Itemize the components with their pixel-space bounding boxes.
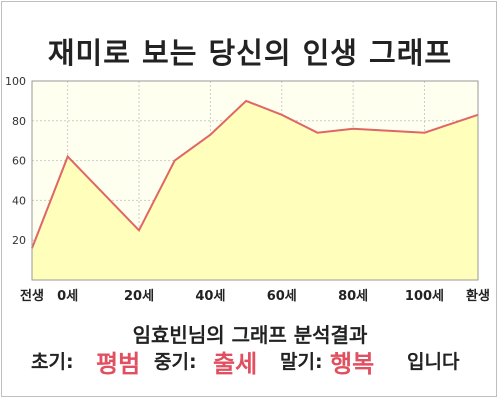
- y-axis-ticks: 20 40 60 80 100: [5, 75, 26, 247]
- x-tick-label: 80세: [338, 289, 368, 304]
- x-tick-label: 40세: [195, 289, 225, 304]
- y-tick-label: 80: [12, 115, 26, 128]
- x-tick-label: 환생: [466, 288, 490, 304]
- result-suffix: 입니다: [407, 351, 460, 373]
- x-tick-label: 20세: [124, 289, 154, 304]
- x-axis-ticks: 전생 0세 20세 40세 60세 80세 100세 환생: [20, 288, 490, 304]
- late-label: 말기:: [280, 351, 323, 373]
- late-value: 행복: [330, 350, 375, 378]
- x-tick-label: 0세: [57, 289, 78, 304]
- life-line: [31, 99, 479, 249]
- chart-title: 재미로 보는 당신의 인생 그래프: [47, 36, 453, 70]
- early-value: 평범: [96, 350, 141, 378]
- y-tick-label: 100: [5, 75, 26, 88]
- y-tick-label: 40: [12, 194, 26, 207]
- x-tick-label: 전생: [20, 288, 44, 304]
- y-tick-label: 20: [12, 234, 26, 247]
- y-tick-label: 60: [12, 155, 26, 168]
- result-heading: 임효빈님의 그래프 분석결과: [132, 323, 368, 347]
- x-tick-label: 100세: [405, 289, 444, 304]
- middle-value: 출세: [213, 350, 258, 378]
- early-label: 초기:: [31, 351, 74, 373]
- plot-border: [31, 80, 479, 281]
- x-tick-label: 60세: [267, 289, 297, 304]
- middle-label: 중기:: [154, 351, 197, 373]
- life-area: [32, 100, 478, 281]
